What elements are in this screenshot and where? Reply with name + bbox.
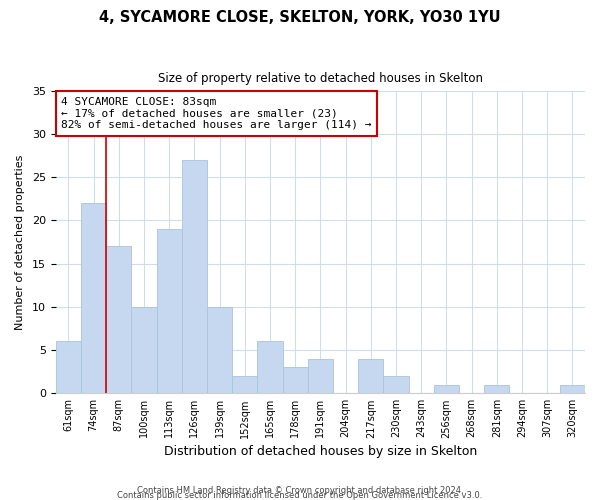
Bar <box>232 376 257 394</box>
Bar <box>157 229 182 394</box>
X-axis label: Distribution of detached houses by size in Skelton: Distribution of detached houses by size … <box>164 444 477 458</box>
Bar <box>182 160 207 394</box>
Bar <box>308 358 333 394</box>
Y-axis label: Number of detached properties: Number of detached properties <box>15 154 25 330</box>
Text: 4, SYCAMORE CLOSE, SKELTON, YORK, YO30 1YU: 4, SYCAMORE CLOSE, SKELTON, YORK, YO30 1… <box>99 10 501 25</box>
Bar <box>383 376 409 394</box>
Text: Contains HM Land Registry data © Crown copyright and database right 2024.: Contains HM Land Registry data © Crown c… <box>137 486 463 495</box>
Bar <box>560 384 585 394</box>
Bar <box>434 384 459 394</box>
Title: Size of property relative to detached houses in Skelton: Size of property relative to detached ho… <box>158 72 483 86</box>
Text: 4 SYCAMORE CLOSE: 83sqm
← 17% of detached houses are smaller (23)
82% of semi-de: 4 SYCAMORE CLOSE: 83sqm ← 17% of detache… <box>61 97 371 130</box>
Bar <box>106 246 131 394</box>
Bar <box>484 384 509 394</box>
Bar <box>358 358 383 394</box>
Bar <box>56 342 81 394</box>
Bar <box>283 368 308 394</box>
Bar <box>131 307 157 394</box>
Bar <box>207 307 232 394</box>
Bar <box>257 342 283 394</box>
Text: Contains public sector information licensed under the Open Government Licence v3: Contains public sector information licen… <box>118 491 482 500</box>
Bar <box>81 203 106 394</box>
